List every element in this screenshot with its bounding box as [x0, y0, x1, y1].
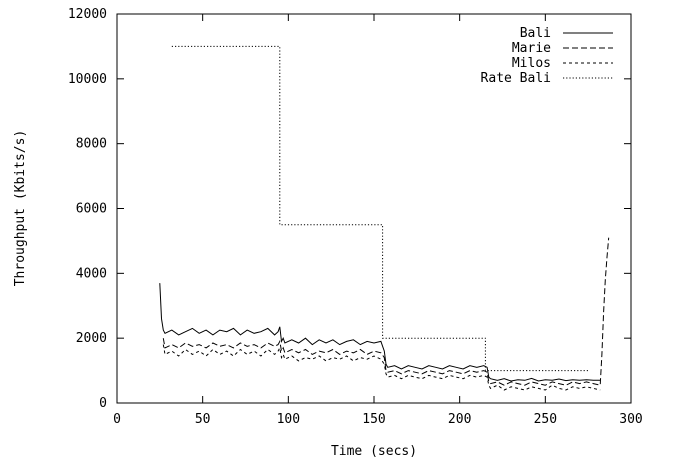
y-tick-label: 0 — [99, 396, 107, 411]
y-tick-label: 4000 — [76, 266, 107, 281]
legend-label-marie: Marie — [512, 41, 551, 56]
x-tick-label: 0 — [113, 412, 121, 427]
series-line-milos — [162, 344, 601, 391]
x-tick-label: 100 — [277, 412, 300, 427]
y-tick-label: 8000 — [76, 137, 107, 152]
x-tick-label: 300 — [619, 412, 642, 427]
series-line-marie — [162, 237, 610, 386]
y-tick-label: 2000 — [76, 331, 107, 346]
x-axis-label: Time (secs) — [331, 444, 417, 459]
series-line-bali — [159, 283, 601, 382]
y-tick-label: 10000 — [68, 72, 107, 87]
series-group — [159, 45, 610, 391]
y-axis-label: Throughput (Kbits/s) — [13, 130, 28, 287]
legend-label-rate-bali: Rate Bali — [481, 71, 551, 86]
x-tick-label: 50 — [195, 412, 211, 427]
y-tick-label: 6000 — [76, 202, 107, 217]
axis-ticks: 0 50 100 150 200 250 300 0 2000 4000 6000 8000 10000… — [68, 7, 643, 427]
plot-frame — [116, 13, 632, 404]
legend-label-milos: Milos — [512, 56, 551, 71]
x-tick-label: 150 — [362, 412, 385, 427]
x-tick-label: 200 — [448, 412, 471, 427]
x-tick-label: 250 — [534, 412, 557, 427]
series-line-rate-bali — [171, 45, 589, 372]
y-tick-label: 12000 — [68, 7, 107, 22]
legend-label-bali: Bali — [520, 26, 551, 41]
